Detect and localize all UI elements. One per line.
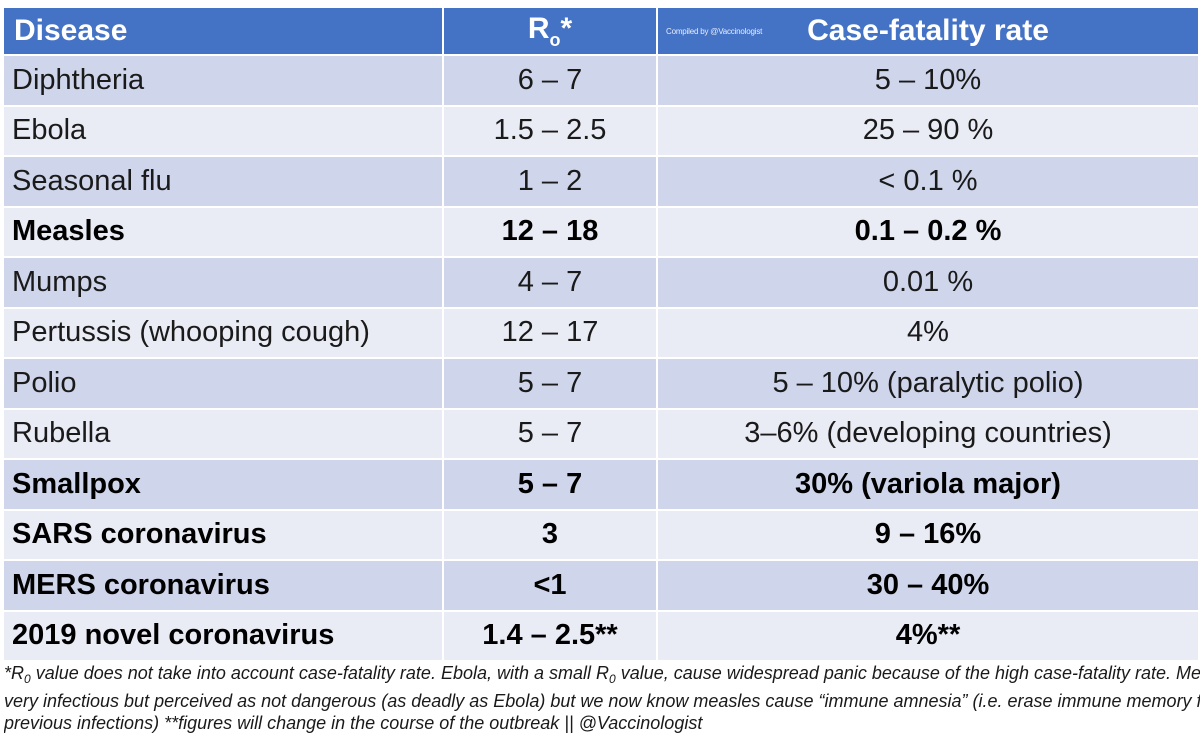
r0-cell: 1.5 – 2.5 <box>444 106 658 157</box>
footnote-line-1: *R0 value does not take into account cas… <box>4 663 1200 686</box>
r0-cell-text: 1 – 2 <box>517 164 583 197</box>
footnote-line-3: previous infections) **figures will chan… <box>4 713 703 733</box>
cfr-cell-text: 3–6% (developing countries) <box>744 417 1112 450</box>
disease-cell-text: SARS coronavirus <box>12 518 267 551</box>
cfr-cell-text: 4%** <box>895 619 961 652</box>
r0-cell: 12 – 17 <box>444 308 658 359</box>
cfr-cell-text: 0.01 % <box>882 265 974 298</box>
r0-cell-text: 4 – 7 <box>517 265 583 298</box>
cfr-cell: 0.1 – 0.2 % <box>658 207 1200 258</box>
r0-cell: <1 <box>444 561 658 612</box>
disease-cell: MERS coronavirus <box>4 561 444 612</box>
disease-cell: SARS coronavirus <box>4 510 444 561</box>
r0-cell-text: 12 – 18 <box>501 215 599 248</box>
disease-cell: Measles <box>4 207 444 258</box>
cfr-cell: 4%** <box>658 611 1200 662</box>
header-disease-label: Disease <box>14 14 128 47</box>
r0-cell-text: 6 – 7 <box>517 63 583 96</box>
cfr-cell-text: 30% (variola major) <box>795 467 1061 500</box>
disease-cell-text: Seasonal flu <box>12 164 172 197</box>
disease-cell-text: Smallpox <box>12 467 141 500</box>
cfr-cell: 5 – 10% <box>658 56 1200 107</box>
r0-cell: 5 – 7 <box>444 460 658 511</box>
r0-cell: 3 <box>444 510 658 561</box>
header-disease: Disease <box>4 8 444 56</box>
r0-cell: 5 – 7 <box>444 359 658 410</box>
disease-cell-text: Measles <box>12 215 125 248</box>
cfr-cell-text: 0.1 – 0.2 % <box>854 215 1002 248</box>
disease-cell: Ebola <box>4 106 444 157</box>
cfr-cell: 4% <box>658 308 1200 359</box>
r0-cell-text: 12 – 17 <box>501 316 599 349</box>
cfr-cell-text: 4% <box>907 316 949 349</box>
credit-watermark: Compiled by @Vaccinologist <box>666 27 763 36</box>
r0-cell: 5 – 7 <box>444 409 658 460</box>
r0-cell-text: 1.4 – 2.5** <box>482 619 618 652</box>
disease-cell: Rubella <box>4 409 444 460</box>
r0-cell-text: 3 <box>541 518 559 551</box>
disease-cell-text: Pertussis (whooping cough) <box>12 316 370 349</box>
disease-cell-text: MERS coronavirus <box>12 568 270 601</box>
disease-table: Disease Ro* Compiled by @Vaccinologist C… <box>4 8 1200 662</box>
disease-cell-text: Diphtheria <box>12 63 145 96</box>
disease-cell-text: Rubella <box>12 417 111 450</box>
disease-cell-text: Polio <box>12 366 77 399</box>
r0-cell: 1.4 – 2.5** <box>444 611 658 662</box>
disease-cell: Pertussis (whooping cough) <box>4 308 444 359</box>
cfr-cell: < 0.1 % <box>658 157 1200 208</box>
r0-cell: 1 – 2 <box>444 157 658 208</box>
cfr-cell: 0.01 % <box>658 258 1200 309</box>
disease-cell-text: Ebola <box>12 114 87 147</box>
cfr-cell: 5 – 10% (paralytic polio) <box>658 359 1200 410</box>
r0-cell-text: 5 – 7 <box>517 467 583 500</box>
cfr-cell: 30 – 40% <box>658 561 1200 612</box>
disease-cell-text: Mumps <box>12 265 108 298</box>
cfr-cell-text: 9 – 16% <box>874 518 982 551</box>
header-cfr-label: Case-fatality rate <box>807 14 1049 47</box>
header-r0: Ro* <box>444 8 658 56</box>
disease-cell: Polio <box>4 359 444 410</box>
disease-cell: Diphtheria <box>4 56 444 107</box>
cfr-cell-text: 5 – 10% <box>874 63 982 96</box>
disease-cell-text: 2019 novel coronavirus <box>12 619 335 652</box>
cfr-cell: 25 – 90 % <box>658 106 1200 157</box>
cfr-cell-text: < 0.1 % <box>878 164 978 197</box>
cfr-cell: 30% (variola major) <box>658 460 1200 511</box>
r0-cell-text: <1 <box>533 568 567 601</box>
cfr-cell: 3–6% (developing countries) <box>658 409 1200 460</box>
cfr-cell-text: 25 – 90 % <box>862 114 994 147</box>
cfr-cell-text: 5 – 10% (paralytic polio) <box>772 366 1084 399</box>
r0-cell-text: 5 – 7 <box>517 417 583 450</box>
cfr-cell: 9 – 16% <box>658 510 1200 561</box>
header-cfr: Compiled by @Vaccinologist Case-fatality… <box>658 8 1200 56</box>
footnote-line-2: very infectious but perceived as not dan… <box>4 691 1200 711</box>
disease-cell: 2019 novel coronavirus <box>4 611 444 662</box>
footnote: *R0 value does not take into account cas… <box>4 662 1200 734</box>
disease-cell: Seasonal flu <box>4 157 444 208</box>
r0-cell: 4 – 7 <box>444 258 658 309</box>
header-r0-label: Ro* <box>527 11 573 50</box>
disease-cell: Mumps <box>4 258 444 309</box>
r0-cell: 12 – 18 <box>444 207 658 258</box>
disease-cell: Smallpox <box>4 460 444 511</box>
r0-cell: 6 – 7 <box>444 56 658 107</box>
cfr-cell-text: 30 – 40% <box>866 568 990 601</box>
r0-cell-text: 1.5 – 2.5 <box>493 114 607 147</box>
r0-cell-text: 5 – 7 <box>517 366 583 399</box>
